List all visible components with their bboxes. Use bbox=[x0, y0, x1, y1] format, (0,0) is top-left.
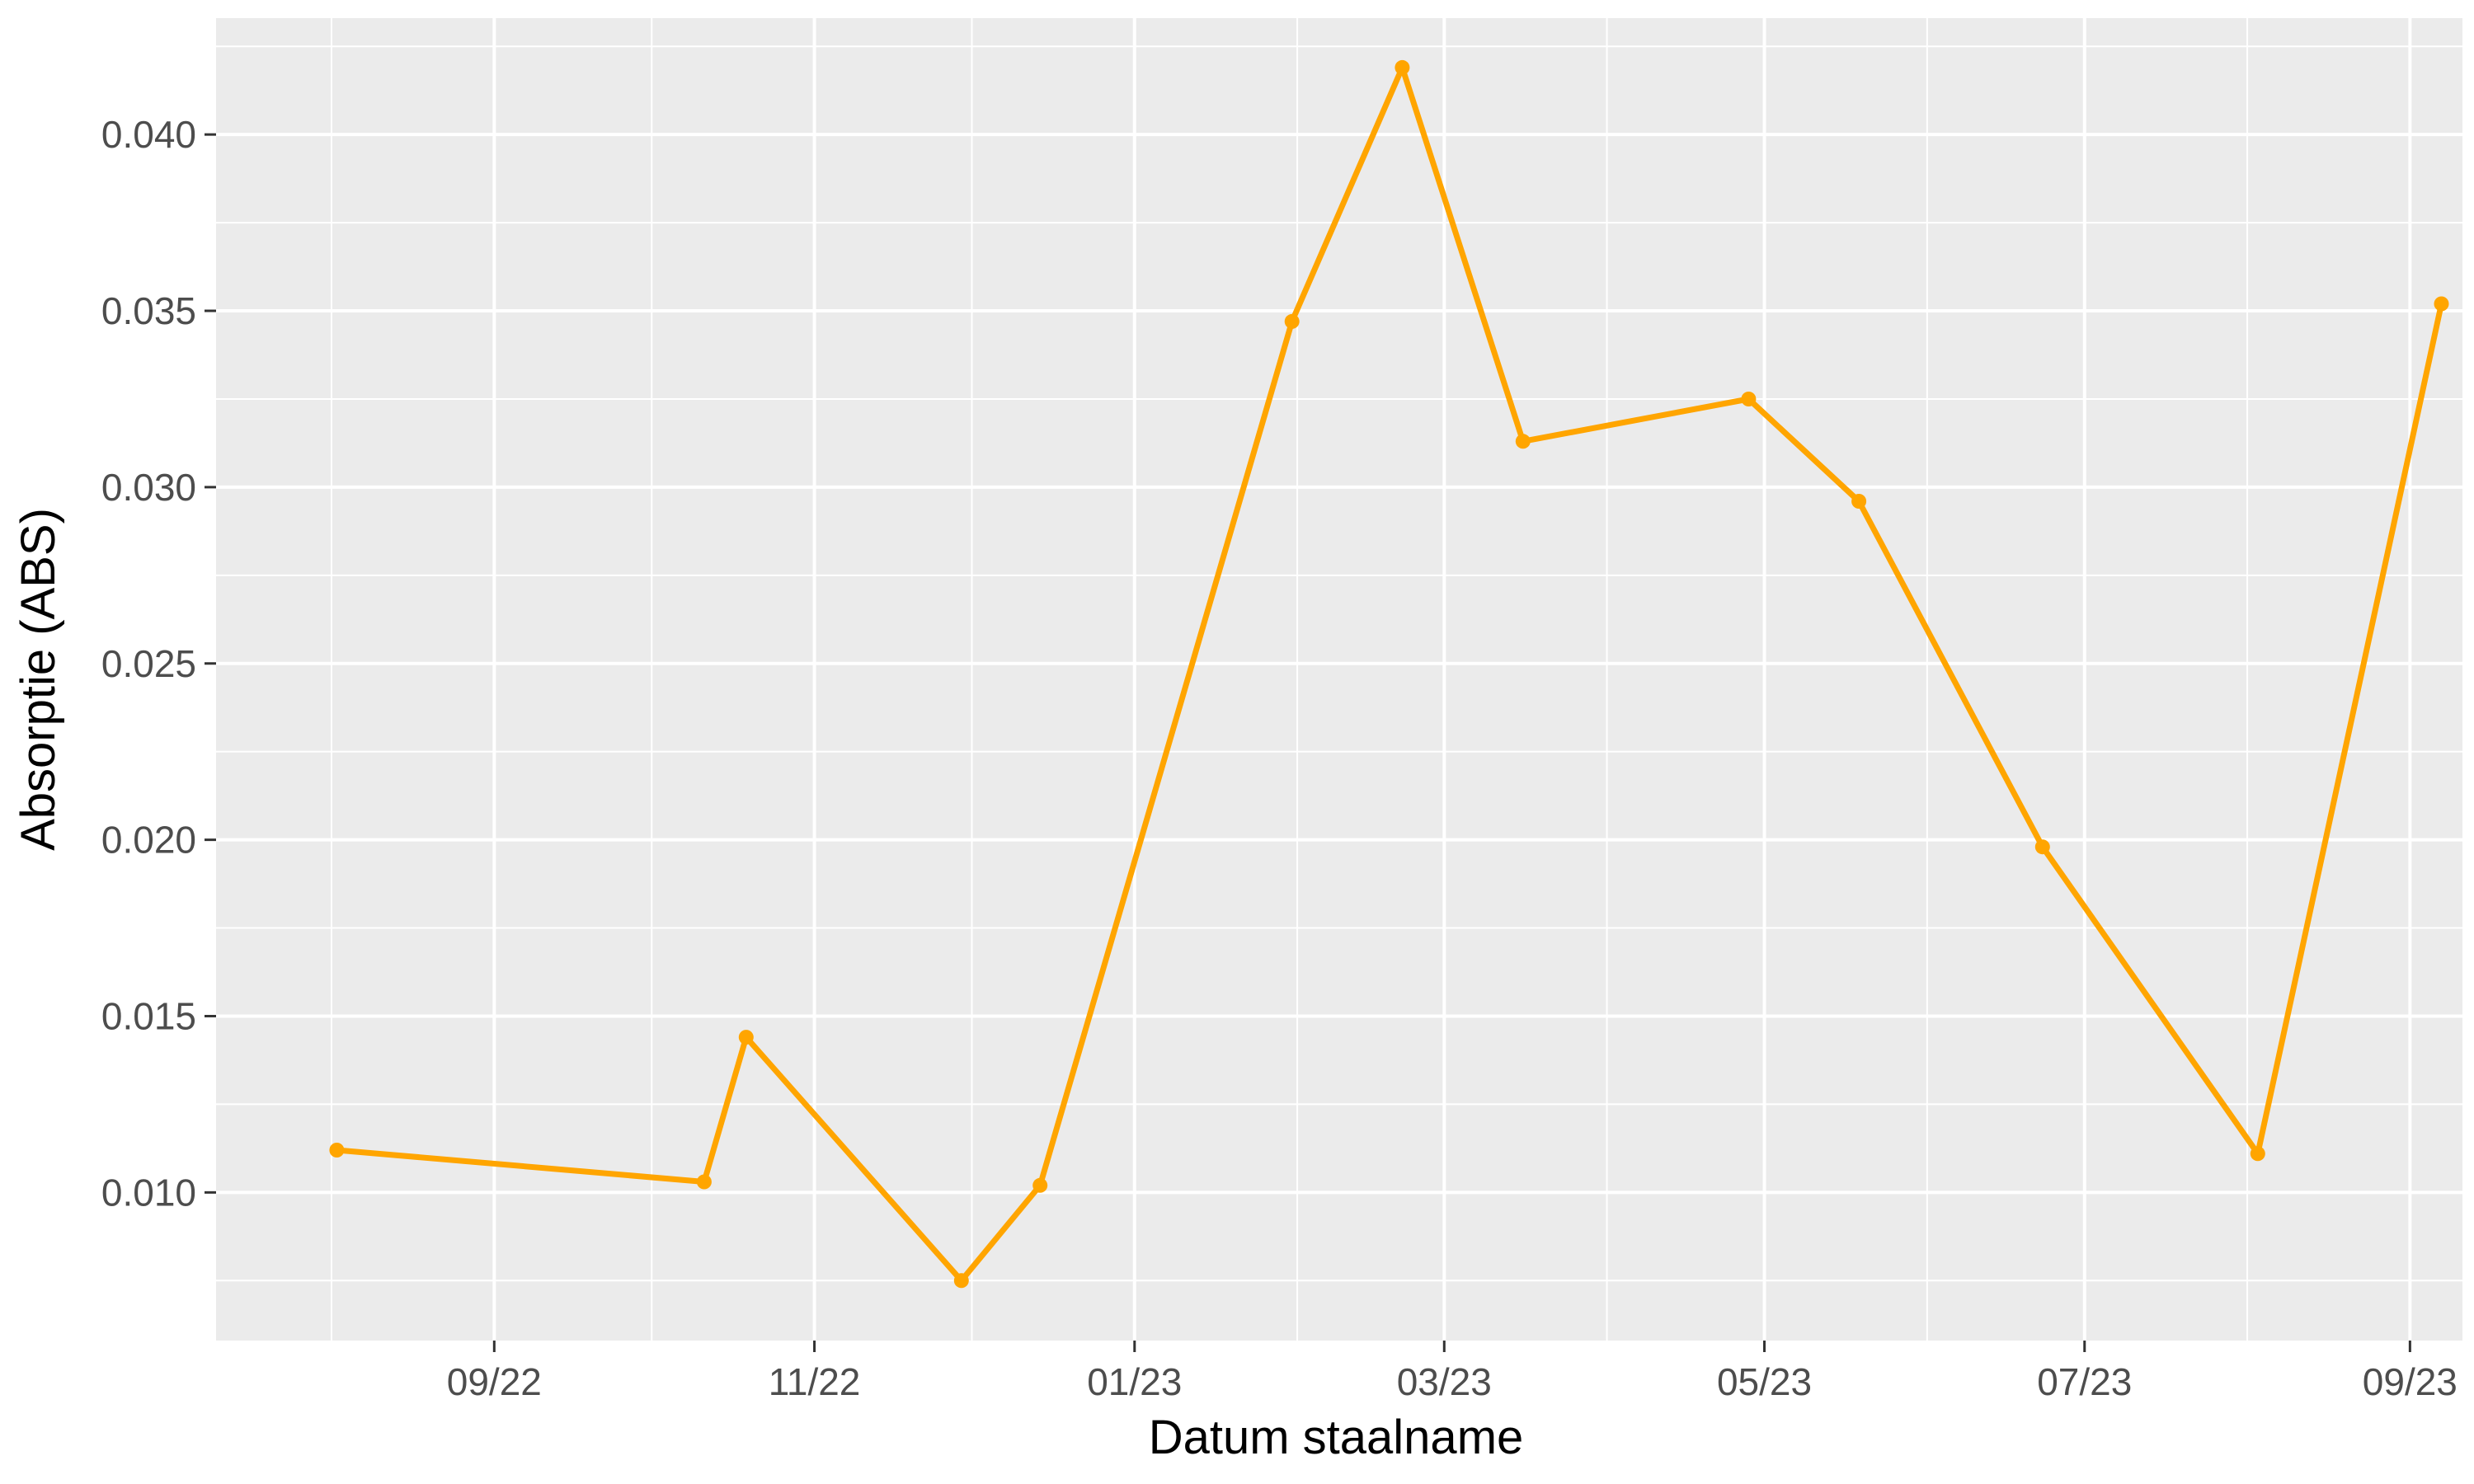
panel-background bbox=[216, 18, 2462, 1341]
data-point bbox=[329, 1143, 345, 1158]
x-tick-label: 07/23 bbox=[2037, 1360, 2132, 1403]
y-tick-label: 0.025 bbox=[101, 642, 196, 685]
x-tick-labels: 09/22 11/22 01/23 03/23 05/23 07/23 09/23 bbox=[447, 1360, 2458, 1403]
data-point bbox=[1741, 392, 1757, 406]
y-tick-label: 0.010 bbox=[101, 1171, 196, 1214]
y-tick-label: 0.030 bbox=[101, 466, 196, 509]
data-point bbox=[2250, 1146, 2265, 1162]
data-point bbox=[1395, 59, 1410, 75]
x-tick-label: 03/23 bbox=[1397, 1360, 1492, 1403]
x-tick-label: 09/23 bbox=[2363, 1360, 2458, 1403]
data-point bbox=[1515, 434, 1531, 449]
data-point bbox=[2434, 296, 2449, 312]
y-tick-label: 0.035 bbox=[101, 289, 196, 332]
data-point bbox=[696, 1174, 712, 1190]
x-tick-label: 11/22 bbox=[769, 1360, 861, 1403]
major-gridlines bbox=[216, 18, 2462, 1341]
data-point bbox=[1851, 494, 1867, 509]
data-point bbox=[2034, 839, 2050, 855]
x-tick-label: 05/23 bbox=[1717, 1360, 1812, 1403]
x-tick-label: 01/23 bbox=[1087, 1360, 1182, 1403]
axis-ticks bbox=[205, 133, 2411, 1352]
x-tick-label: 09/22 bbox=[447, 1360, 542, 1403]
y-tick-labels: 0.010 0.015 0.020 0.025 0.030 0.035 0.040 bbox=[101, 113, 196, 1214]
series-layer bbox=[329, 59, 2449, 1289]
x-axis-title: Datum staalname bbox=[1149, 1411, 1524, 1464]
minor-gridlines bbox=[216, 18, 2462, 1341]
data-point bbox=[1032, 1177, 1048, 1193]
data-point bbox=[1284, 313, 1300, 329]
data-point bbox=[738, 1030, 754, 1045]
data-point bbox=[953, 1273, 969, 1289]
y-tick-label: 0.015 bbox=[101, 994, 196, 1037]
y-tick-label: 0.040 bbox=[101, 113, 196, 156]
y-tick-label: 0.020 bbox=[101, 819, 196, 862]
y-axis-title: Absorptie (ABS) bbox=[12, 508, 65, 851]
